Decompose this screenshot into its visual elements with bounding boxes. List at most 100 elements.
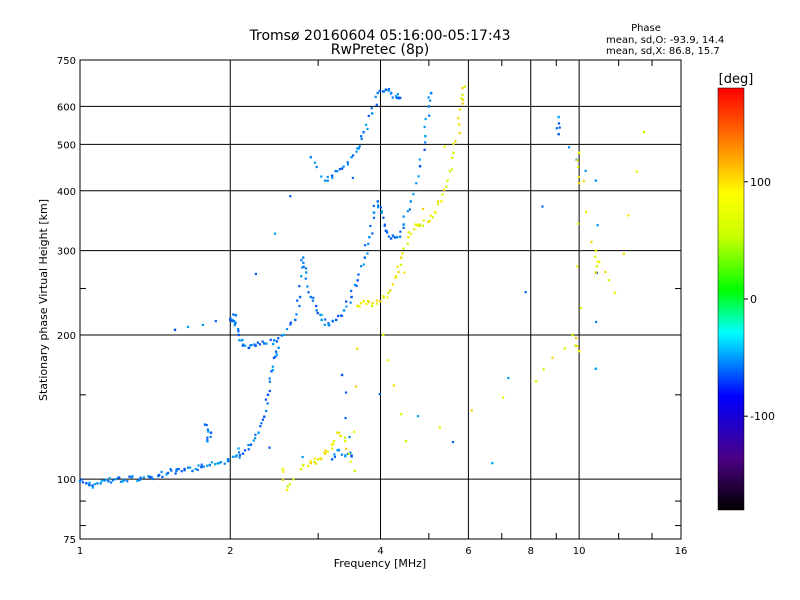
echo-point <box>304 267 308 270</box>
echo-point <box>440 200 443 203</box>
echo-point <box>265 409 268 413</box>
echo-point <box>342 309 346 312</box>
echo-point <box>395 235 399 239</box>
echo-point <box>320 313 323 317</box>
echo-point <box>434 210 437 214</box>
echo-point <box>383 223 386 226</box>
echo-point <box>229 318 232 322</box>
echo-point <box>450 168 454 171</box>
echo-point <box>418 165 422 168</box>
echo-point <box>268 389 271 393</box>
phase-stats-x-mode: mean, sd,X: 86.8, 15.7 <box>606 46 720 57</box>
echo-point <box>391 234 394 237</box>
echo-point <box>378 89 381 92</box>
echo-point <box>402 223 405 226</box>
echo-point <box>177 468 180 471</box>
echo-point <box>350 289 353 293</box>
echo-point <box>406 210 409 213</box>
echo-point <box>118 476 121 479</box>
echo-point <box>191 469 194 473</box>
y-tick-label: 75 <box>63 535 76 546</box>
echo-point <box>398 96 402 100</box>
echo-point <box>428 219 431 223</box>
echo-point <box>348 435 351 439</box>
echo-point <box>272 342 275 346</box>
echo-point <box>238 451 241 454</box>
echo-point <box>254 344 257 347</box>
echo-point <box>157 473 161 477</box>
echo-point <box>355 284 358 287</box>
echo-point <box>200 465 203 469</box>
echo-point <box>289 321 293 324</box>
echo-point <box>594 249 598 252</box>
echo-point <box>369 224 372 228</box>
echo-point <box>353 283 357 287</box>
echo-point <box>298 285 301 288</box>
echo-point <box>362 131 365 134</box>
echo-point <box>109 481 113 484</box>
echo-point <box>136 479 139 483</box>
echo-point <box>343 436 347 439</box>
echo-point <box>189 466 192 469</box>
echo-point <box>392 384 395 387</box>
phase-stats-box: Phase mean, sd,O: -93.9, 14.4 mean, sd,X… <box>606 23 724 57</box>
echo-point <box>596 260 599 263</box>
echo-point <box>123 478 126 481</box>
echo-point <box>344 391 348 394</box>
echo-point <box>363 256 366 259</box>
echo-point <box>128 475 131 478</box>
echo-point <box>448 170 451 173</box>
echo-point <box>313 161 317 164</box>
echo-point <box>333 453 336 456</box>
echo-point <box>359 302 363 305</box>
echo-point <box>424 141 427 144</box>
echo-point <box>350 295 353 299</box>
echo-point <box>386 296 389 299</box>
echo-point <box>139 476 142 479</box>
echo-point <box>414 223 417 226</box>
echo-point <box>382 296 386 299</box>
echo-point <box>366 127 369 131</box>
echo-point <box>94 482 97 486</box>
echo-point <box>244 344 247 347</box>
y-axis-label: Stationary phase Virtual Height [km] <box>37 199 50 401</box>
echo-point <box>446 179 449 182</box>
echo-point <box>427 105 431 108</box>
echo-point <box>301 266 304 269</box>
echo-point <box>252 439 255 442</box>
y-axis-ticks: 75 100 200 300 400 500 600 750 <box>57 56 76 546</box>
echo-point <box>234 321 237 325</box>
echo-point <box>622 252 626 255</box>
echo-point <box>394 95 398 98</box>
echo-point <box>542 368 545 371</box>
echo-point <box>240 339 243 342</box>
echo-point <box>452 151 455 155</box>
echo-point <box>160 470 163 474</box>
echo-point <box>206 428 209 431</box>
echo-point <box>200 463 203 466</box>
echo-point <box>400 413 403 416</box>
echo-point <box>286 485 289 488</box>
echo-point <box>416 415 420 418</box>
echo-point <box>296 299 299 302</box>
echo-point <box>269 338 272 341</box>
echo-point <box>119 480 123 483</box>
echo-point <box>227 460 230 463</box>
echo-point <box>382 90 386 93</box>
echo-point <box>350 454 353 457</box>
echo-point <box>577 349 581 353</box>
echo-point <box>371 112 374 115</box>
echo-point <box>277 346 280 350</box>
echo-point <box>461 93 464 96</box>
echo-point <box>491 461 494 465</box>
x-tick-label: 10 <box>573 546 586 557</box>
echo-point <box>428 114 431 117</box>
echo-point <box>416 224 419 227</box>
echo-point <box>165 473 168 476</box>
echo-point <box>237 447 240 450</box>
echo-point <box>406 242 409 245</box>
echo-point <box>78 480 82 483</box>
echo-point <box>309 460 312 463</box>
echo-point <box>415 182 418 185</box>
echo-point <box>316 458 320 461</box>
